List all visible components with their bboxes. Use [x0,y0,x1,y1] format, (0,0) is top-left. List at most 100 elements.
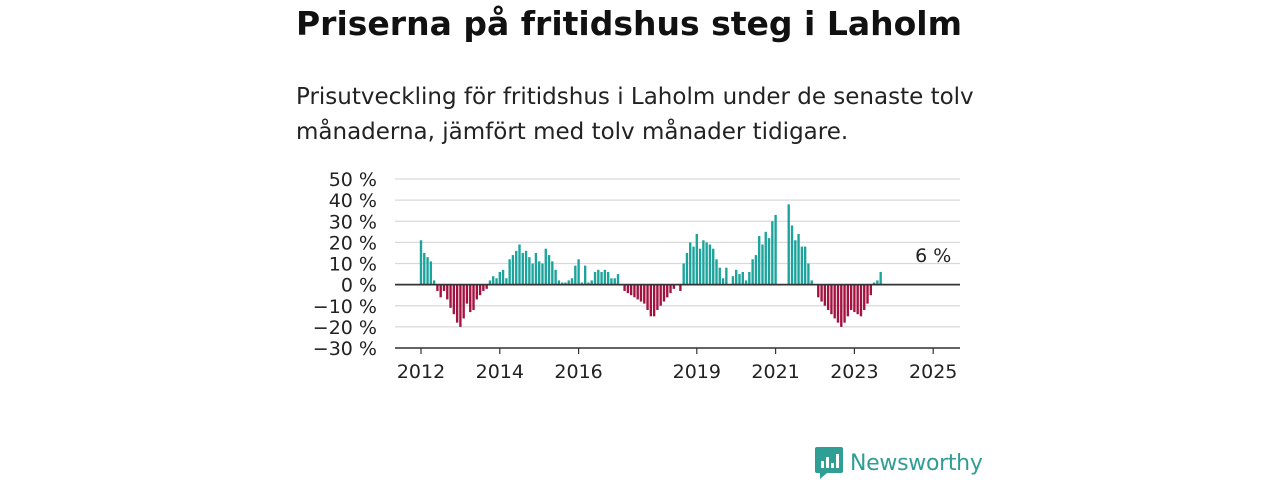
bar [570,278,574,285]
bar [767,238,771,285]
bar [508,259,511,285]
bar [501,269,505,285]
bar [446,284,449,300]
bar [475,284,479,300]
bar [741,271,744,285]
bar [574,265,577,285]
bar [685,252,689,285]
bar [538,261,541,285]
bar [708,244,712,285]
bar [735,269,738,285]
bar [810,280,813,285]
bar [662,284,666,302]
bar [744,280,748,285]
x-tick-label: 2012 [397,361,445,383]
y-tick-label: 40 % [329,190,377,212]
bar [511,255,515,285]
bar [748,271,751,285]
bar [712,248,715,285]
bar [666,284,669,298]
bar [472,284,475,310]
bar [682,263,685,285]
bar [455,284,459,323]
bar [495,278,498,285]
y-tick-label: −30 % [313,338,377,360]
bar [833,284,836,319]
bar [689,242,692,285]
bar [518,244,521,285]
bar [633,284,636,298]
bar [866,284,869,304]
bar [800,246,804,285]
bar [754,255,758,285]
bar [879,271,882,285]
bar [820,284,823,302]
bar [465,284,469,304]
bar [859,284,863,317]
x-tick-label: 2023 [830,361,878,383]
x-tick-label: 2025 [909,361,957,383]
bar [590,280,593,285]
bar [869,284,873,296]
bar [853,284,856,313]
x-tick-label: 2016 [554,361,602,383]
x-axis-ticks: 2012 2014 2016 2019 2021 2023 2025 [397,348,957,383]
y-tick-label: 10 % [329,254,377,276]
bar [823,284,827,306]
chart-title: Priserna på fritidshus steg i Laholm [296,4,962,43]
bar [669,284,672,294]
bar [876,280,879,285]
bar [449,284,452,308]
bar [846,284,850,317]
bar [731,276,735,285]
bar [459,284,462,327]
x-tick-label: 2021 [751,361,799,383]
bar [830,284,833,315]
bar [817,284,820,298]
bar [423,252,426,285]
bar [547,255,551,285]
bar [564,282,567,285]
bar [613,278,616,285]
bar [603,269,607,285]
y-tick-label: 0 % [341,275,377,297]
bar [544,248,547,285]
bar [606,271,610,285]
chart-subtitle: Prisutveckling för fritidshus i Laholm u… [296,84,974,145]
bar [469,284,472,313]
bar [738,274,741,285]
bar [600,271,603,285]
y-tick-label: −10 % [313,296,377,318]
bar [492,276,495,285]
bar [505,278,508,285]
bar [528,257,531,285]
bar [567,280,570,285]
bar [656,284,659,310]
bar [679,284,682,291]
bar [718,267,721,285]
bar [761,244,764,285]
bar [797,233,800,285]
bar [639,284,643,302]
y-tick-label: −20 % [313,317,377,339]
bar [826,284,830,310]
bar [643,284,646,304]
bar [432,280,436,285]
bar [872,282,876,285]
bar [524,250,528,285]
bar [840,284,843,327]
bar [557,280,561,285]
bar [488,280,492,285]
bar [515,250,518,285]
bar [462,284,465,319]
bar [593,271,597,285]
bar [482,284,485,291]
x-tick-label: 2014 [476,361,524,383]
bar [715,259,718,285]
bar [807,263,810,285]
bar [771,221,774,285]
bar [646,284,649,310]
bar [856,284,859,315]
bar [764,231,767,285]
bar [452,284,456,315]
